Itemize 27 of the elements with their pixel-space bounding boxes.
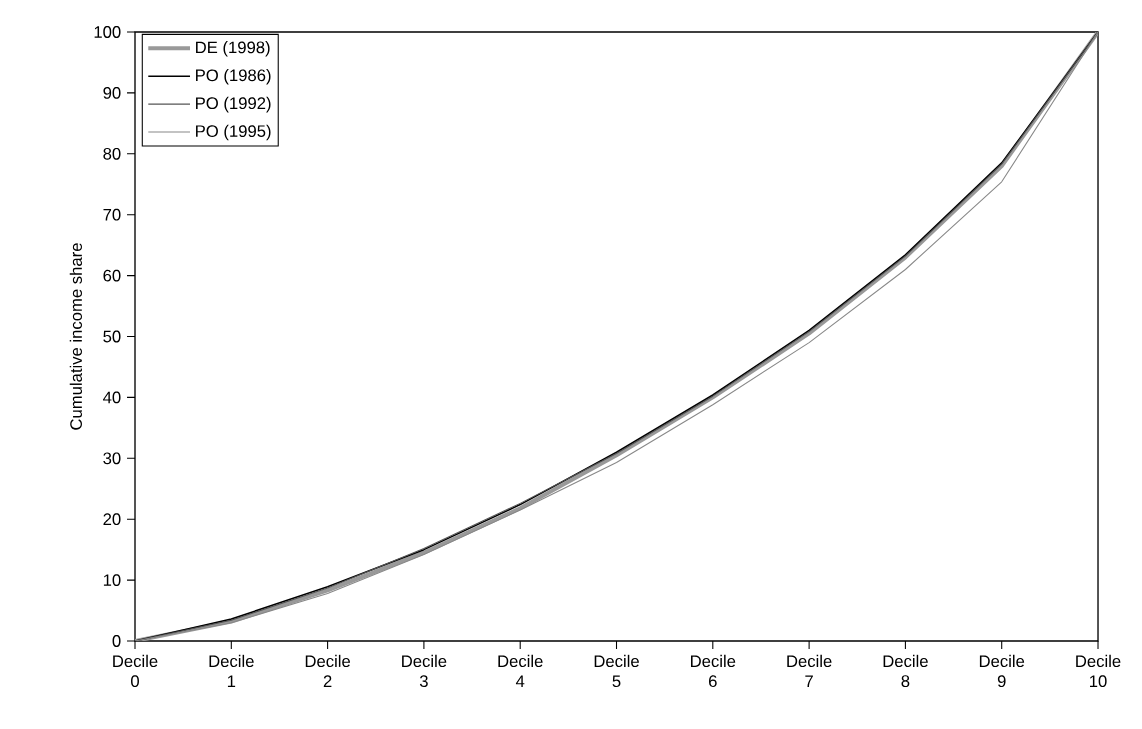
y-tick-label: 30 xyxy=(103,452,121,465)
y-tick-label: 50 xyxy=(103,330,121,343)
x-tick-label: Decile 10 xyxy=(1076,654,1121,688)
y-tick-label: 0 xyxy=(112,635,121,647)
x-tick-label: Decile 9 xyxy=(979,654,1025,688)
legend-label: PO (1992) xyxy=(196,96,271,113)
x-tick-label: Decile 1 xyxy=(209,654,254,687)
x-tick-label: Decile 6 xyxy=(691,654,736,688)
x-tick-label: Decile 5 xyxy=(594,654,639,688)
y-tick-label: 70 xyxy=(103,208,121,221)
y-tick-label: 90 xyxy=(103,87,121,99)
legend-label: PO (1986) xyxy=(196,68,271,85)
x-tick-label: Decile 2 xyxy=(305,654,351,687)
x-tick-label: Decile 3 xyxy=(402,654,447,688)
x-tick-label: Decile 0 xyxy=(113,654,158,688)
x-tick-label: Decile 7 xyxy=(787,654,832,687)
x-tick-label: Decile 8 xyxy=(883,654,928,688)
y-tick-label: 60 xyxy=(103,269,121,282)
y-axis-title: Cumulative income share xyxy=(69,243,82,430)
y-tick-label: 100 xyxy=(94,26,121,38)
y-tick-label: 40 xyxy=(103,391,121,404)
legend-label: DE (1998) xyxy=(196,41,270,57)
y-tick-label: 80 xyxy=(103,147,121,160)
x-tick-label: Decile 4 xyxy=(498,654,543,687)
y-tick-label: 20 xyxy=(103,513,121,526)
y-tick-label: 10 xyxy=(103,574,121,587)
legend-label: PO (1995) xyxy=(196,124,271,141)
